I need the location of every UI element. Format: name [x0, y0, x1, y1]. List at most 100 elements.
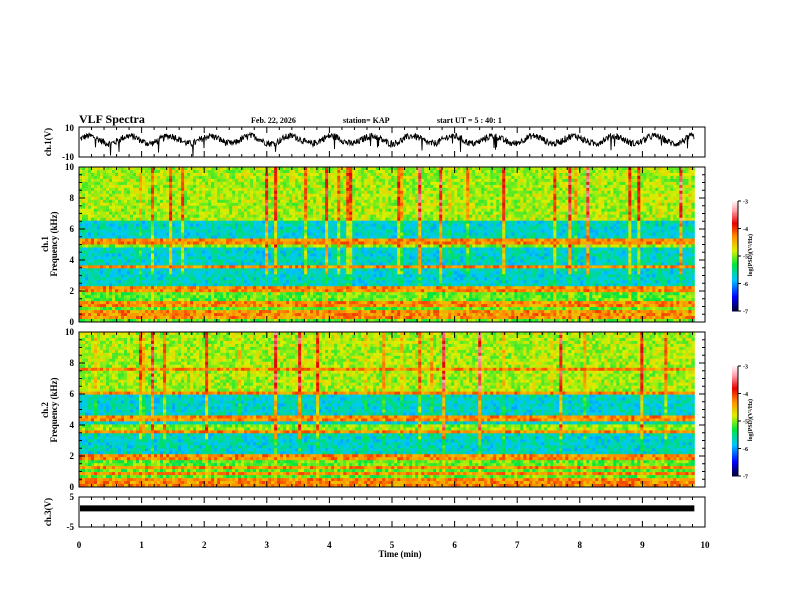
spectrogram-cell — [619, 175, 623, 180]
spectrogram-cell — [334, 226, 338, 230]
spectrogram-cell — [118, 202, 122, 207]
spectrogram-cell — [193, 235, 197, 239]
spectrogram-cell — [349, 229, 353, 233]
spectrogram-cell — [151, 217, 155, 222]
spectrogram-cell — [535, 190, 539, 195]
spectrogram-cell — [427, 214, 431, 219]
spectrogram-cell — [298, 208, 302, 213]
spectrogram-cell — [469, 175, 473, 180]
spectrogram-cell — [124, 232, 128, 236]
spectrogram-cell — [646, 205, 650, 210]
spectrogram-cell — [160, 208, 164, 213]
spectrogram-cell — [301, 175, 305, 180]
spectrogram-cell — [460, 214, 464, 219]
spectrogram-cell — [520, 220, 524, 225]
spectrogram-cell — [517, 223, 521, 227]
spectrogram-cell — [511, 229, 515, 233]
spectrogram-cell — [244, 211, 248, 216]
spectrogram-cell — [94, 217, 98, 222]
spectrogram-cell — [469, 193, 473, 198]
spectrogram-cell — [193, 217, 197, 222]
spectrogram-cell — [478, 175, 482, 180]
spectrogram-cell — [520, 235, 524, 239]
spectrogram-cell — [559, 187, 563, 192]
spectrogram-cell — [337, 202, 341, 207]
spectrogram-cell — [607, 170, 611, 174]
spectrogram-cell — [634, 184, 638, 189]
spectrogram-cell — [349, 226, 353, 230]
spectrogram-cell — [664, 208, 668, 213]
spectrogram-cell — [328, 208, 332, 213]
spectrogram-cell — [547, 178, 551, 183]
spectrogram-cell — [346, 235, 350, 239]
spectrogram-cell — [667, 229, 671, 233]
spectrogram-cell — [472, 232, 476, 236]
spectrogram-cell — [253, 229, 257, 233]
spectrogram-cell — [442, 173, 446, 177]
spectrogram-cell — [460, 175, 464, 180]
spectrogram-cell — [205, 232, 209, 236]
spectrogram-cell — [226, 190, 230, 195]
spectrogram-cell — [385, 229, 389, 233]
spectrogram-cell — [661, 190, 665, 195]
spectrogram-cell — [328, 193, 332, 198]
spectrogram-cell — [346, 211, 350, 216]
spectrogram-cell — [568, 190, 572, 195]
spectrogram-cell — [364, 199, 368, 204]
spectrogram-cell — [589, 226, 593, 230]
spectrogram-cell — [277, 229, 281, 233]
spectrogram-cell — [163, 173, 167, 177]
spectrogram-cell — [130, 196, 134, 201]
spectrogram-cell — [157, 170, 161, 174]
spectrogram-cell — [472, 193, 476, 198]
spectrogram-cell — [505, 232, 509, 236]
spectrogram-cell — [490, 196, 494, 201]
spectrogram-cell — [286, 199, 290, 204]
spectrogram-cell — [679, 187, 683, 192]
spectrogram-cell — [496, 205, 500, 210]
spectrogram-cell — [610, 211, 614, 216]
spectrogram-cell — [211, 175, 215, 180]
spectrogram-cell — [421, 217, 425, 222]
spectrogram-cell — [553, 208, 557, 213]
spectrogram-cell — [130, 184, 134, 189]
spectrogram-cell — [277, 202, 281, 207]
spectrogram-cell — [460, 167, 464, 171]
spectrogram-cell — [187, 208, 191, 213]
spectrogram-cell — [313, 196, 317, 201]
spectrogram-cell — [643, 214, 647, 219]
spectrogram-cell — [154, 226, 158, 230]
spectrogram-cell — [154, 214, 158, 219]
spectrogram-cell — [289, 178, 293, 183]
spectrogram-cell — [151, 193, 155, 198]
spectrogram-cell — [466, 170, 470, 174]
spectrogram-cell — [166, 199, 170, 204]
spectrogram-cell — [484, 205, 488, 210]
spectrogram-cell — [394, 184, 398, 189]
spectrogram-cell — [658, 175, 662, 180]
spectrogram-cell — [514, 199, 518, 204]
spectrogram-cell — [304, 196, 308, 201]
spectrogram-cell — [379, 208, 383, 213]
spectrogram-cell — [283, 229, 287, 233]
spectrogram-cell — [526, 173, 530, 177]
spectrogram-cell — [496, 181, 500, 186]
spectrogram-cell — [595, 229, 599, 233]
spectrogram-cell — [532, 226, 536, 230]
spectrogram-cell — [604, 170, 608, 174]
spectrogram-cell — [442, 208, 446, 213]
spectrogram-cell — [343, 223, 347, 227]
spectrogram-cell — [505, 208, 509, 213]
spectrogram-cell — [196, 173, 200, 177]
spectrogram-cell — [439, 205, 443, 210]
spectrogram-cell — [427, 223, 431, 227]
spectrogram-cell — [313, 235, 317, 239]
spectrogram-cell — [154, 232, 158, 236]
spectrogram-cell — [127, 175, 131, 180]
spectrogram-cell — [454, 235, 458, 239]
spectrogram-cell — [343, 229, 347, 233]
spectrogram-cell — [373, 229, 377, 233]
spectrogram-cell — [397, 208, 401, 213]
spectrogram-cell — [319, 211, 323, 216]
spectrogram-cell — [343, 232, 347, 236]
